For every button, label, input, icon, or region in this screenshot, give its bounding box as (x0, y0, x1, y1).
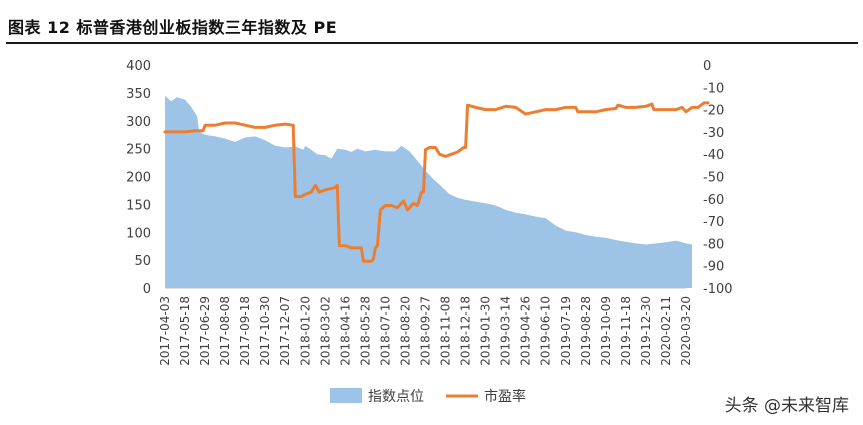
figure-title: 图表 12 标普香港创业板指数三年指数及 PE (8, 18, 338, 37)
y-right-tick-label: -20 (703, 104, 724, 119)
x-tick-label: 2019-08-28 (579, 296, 593, 366)
x-tick-label: 2017-12-07 (278, 296, 292, 366)
y-left-tick-label: 300 (126, 115, 151, 130)
legend: 指数点位 市盈率 (330, 388, 526, 405)
x-tick-label: 2017-04-03 (158, 296, 172, 366)
x-tick-label: 2018-05-28 (358, 296, 372, 366)
y-right-tick-label: -80 (703, 237, 724, 252)
x-tick-label: 2019-12-30 (639, 296, 653, 366)
title-divider (6, 42, 858, 44)
series-area-index-level (165, 95, 692, 288)
x-tick-label: 2019-03-14 (499, 296, 513, 366)
x-tick-label: 2020-02-11 (659, 296, 673, 366)
x-tick-label: 2018-07-10 (378, 296, 392, 366)
y-right-tick-label: -30 (703, 126, 724, 141)
x-tick-label: 2019-07-19 (559, 296, 573, 366)
y-left-tick-label: 150 (126, 198, 151, 213)
y-left-tick-label: 250 (126, 143, 151, 158)
y-left-tick-label: 400 (126, 59, 151, 74)
y-right-tick-label: -60 (703, 193, 724, 208)
x-tick-label: 2017-10-30 (258, 296, 272, 366)
x-tick-label: 2020-03-20 (679, 296, 693, 366)
x-tick-label: 2018-03-02 (318, 296, 332, 366)
legend-swatch-area (330, 388, 362, 403)
figure-header: 图表 12 标普香港创业板指数三年指数及 PE (0, 0, 863, 46)
x-tick-label: 2018-09-27 (419, 296, 433, 366)
x-tick-label: 2018-08-20 (398, 296, 412, 366)
y-left-tick-label: 200 (126, 171, 151, 186)
y-right-tick-label: -10 (703, 81, 724, 96)
y-left-tick-label: 350 (126, 87, 151, 102)
legend-label-area: 指数点位 (368, 389, 424, 405)
series-area-group (165, 95, 692, 288)
x-tick-label: 2017-09-18 (238, 296, 252, 366)
source-watermark: 头条 @未来智库 (724, 396, 849, 416)
y-right-tick-label: -40 (703, 148, 724, 163)
x-tick-label: 2018-11-08 (439, 296, 453, 366)
y-left-tick-label: 50 (134, 254, 151, 269)
legend-label-line: 市盈率 (484, 388, 526, 405)
y-right-tick-label: -100 (703, 282, 733, 297)
x-tick-label: 2019-04-26 (519, 296, 533, 366)
x-tick-label: 2017-05-18 (178, 296, 192, 366)
x-tick-label: 2017-06-29 (198, 296, 212, 366)
y-left-tick-label: 100 (126, 226, 151, 241)
y-left-tick-label: 0 (143, 282, 151, 297)
series-line-pe (163, 101, 710, 263)
y-right-tick-label: -70 (703, 215, 724, 230)
series-line-group (163, 101, 710, 263)
x-tick-label: 2018-12-18 (459, 296, 473, 366)
x-tick-label: 2018-04-16 (338, 296, 352, 366)
x-tick-label: 2019-06-10 (539, 296, 553, 366)
x-tick-label: 2017-08-08 (218, 296, 232, 366)
x-tick-label: 2018-01-20 (298, 296, 312, 366)
y-right-tick-label: -90 (703, 260, 724, 275)
y-right-tick-label: -50 (703, 171, 724, 186)
x-tick-label: 2019-01-30 (479, 296, 493, 366)
x-tick-label: 2019-11-18 (619, 296, 633, 366)
axes-group: 0 50 100 150 200 250 300 350 400 0 -10 -20 -30 -40 -50… (126, 59, 732, 366)
x-tick-label: 2019-10-09 (599, 296, 613, 366)
y-right-tick-label: 0 (703, 59, 711, 74)
